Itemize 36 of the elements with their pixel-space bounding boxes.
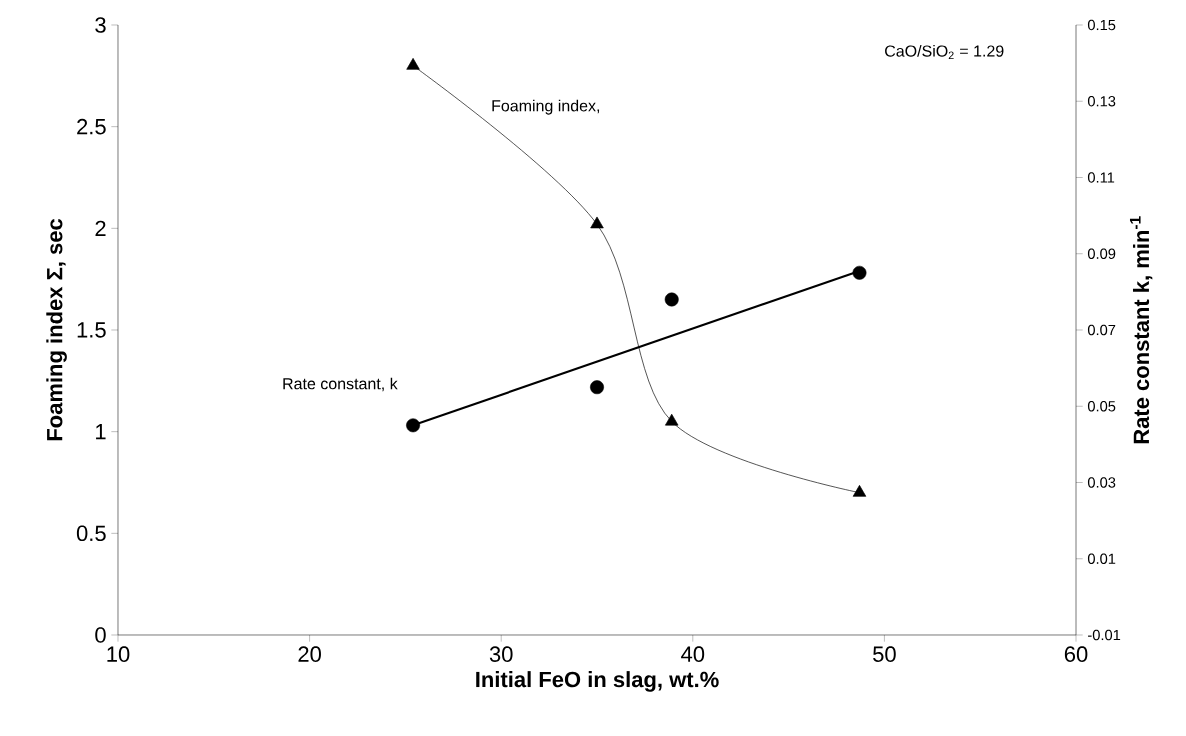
- point: [852, 484, 867, 497]
- y-axis-title: Foaming index Σ, sec: [46, 218, 67, 441]
- y-tick-label: 1: [96, 424, 106, 440]
- x-tick-label: 30: [489, 646, 513, 662]
- y2-tick-label: 0.05: [1087, 401, 1116, 412]
- y2-tick-label: 0.11: [1087, 172, 1115, 183]
- x-tick-label: 50: [873, 646, 896, 662]
- y-tick-label: 1.5: [77, 322, 106, 338]
- point: [852, 265, 867, 280]
- x-tick-label: 20: [298, 646, 321, 662]
- point: [590, 216, 604, 229]
- y2-tick-label: 0.09: [1087, 248, 1116, 259]
- series-label: Rate constant, k: [283, 377, 398, 392]
- y-tick-label: 0: [95, 627, 106, 643]
- x-tick-label: 10: [107, 646, 130, 662]
- y2-tick-label: 0.07: [1087, 324, 1116, 336]
- y-tick-label: 3: [95, 17, 106, 33]
- point: [406, 418, 420, 433]
- point: [665, 413, 679, 426]
- y-tick-label: 2.5: [77, 118, 106, 135]
- x-tick-label: 40: [681, 646, 705, 662]
- point: [406, 57, 420, 70]
- y2-tick-label: 0.13: [1087, 96, 1116, 107]
- point: [590, 380, 604, 395]
- x-tick-label: 60: [1064, 646, 1088, 662]
- series-label: Foaming index,: [492, 99, 600, 115]
- point: [664, 292, 679, 307]
- y2-tick-label: 0.03: [1087, 477, 1116, 488]
- annotation: CaO/SiO$_{2}$ = 1.29: [885, 44, 1004, 59]
- y2-tick-label: -0.01: [1088, 629, 1121, 641]
- y-tick-label: 2: [95, 220, 106, 237]
- x-axis-title: Initial FeO in slag, wt.%: [476, 671, 719, 692]
- y2-axis-title: Rate constant k, min$^{-1}$: [1129, 216, 1153, 444]
- y2-tick-label: 0.01: [1087, 553, 1116, 564]
- y-tick-label: 0.5: [76, 525, 106, 542]
- y2-tick-label: 0.15: [1087, 19, 1116, 31]
